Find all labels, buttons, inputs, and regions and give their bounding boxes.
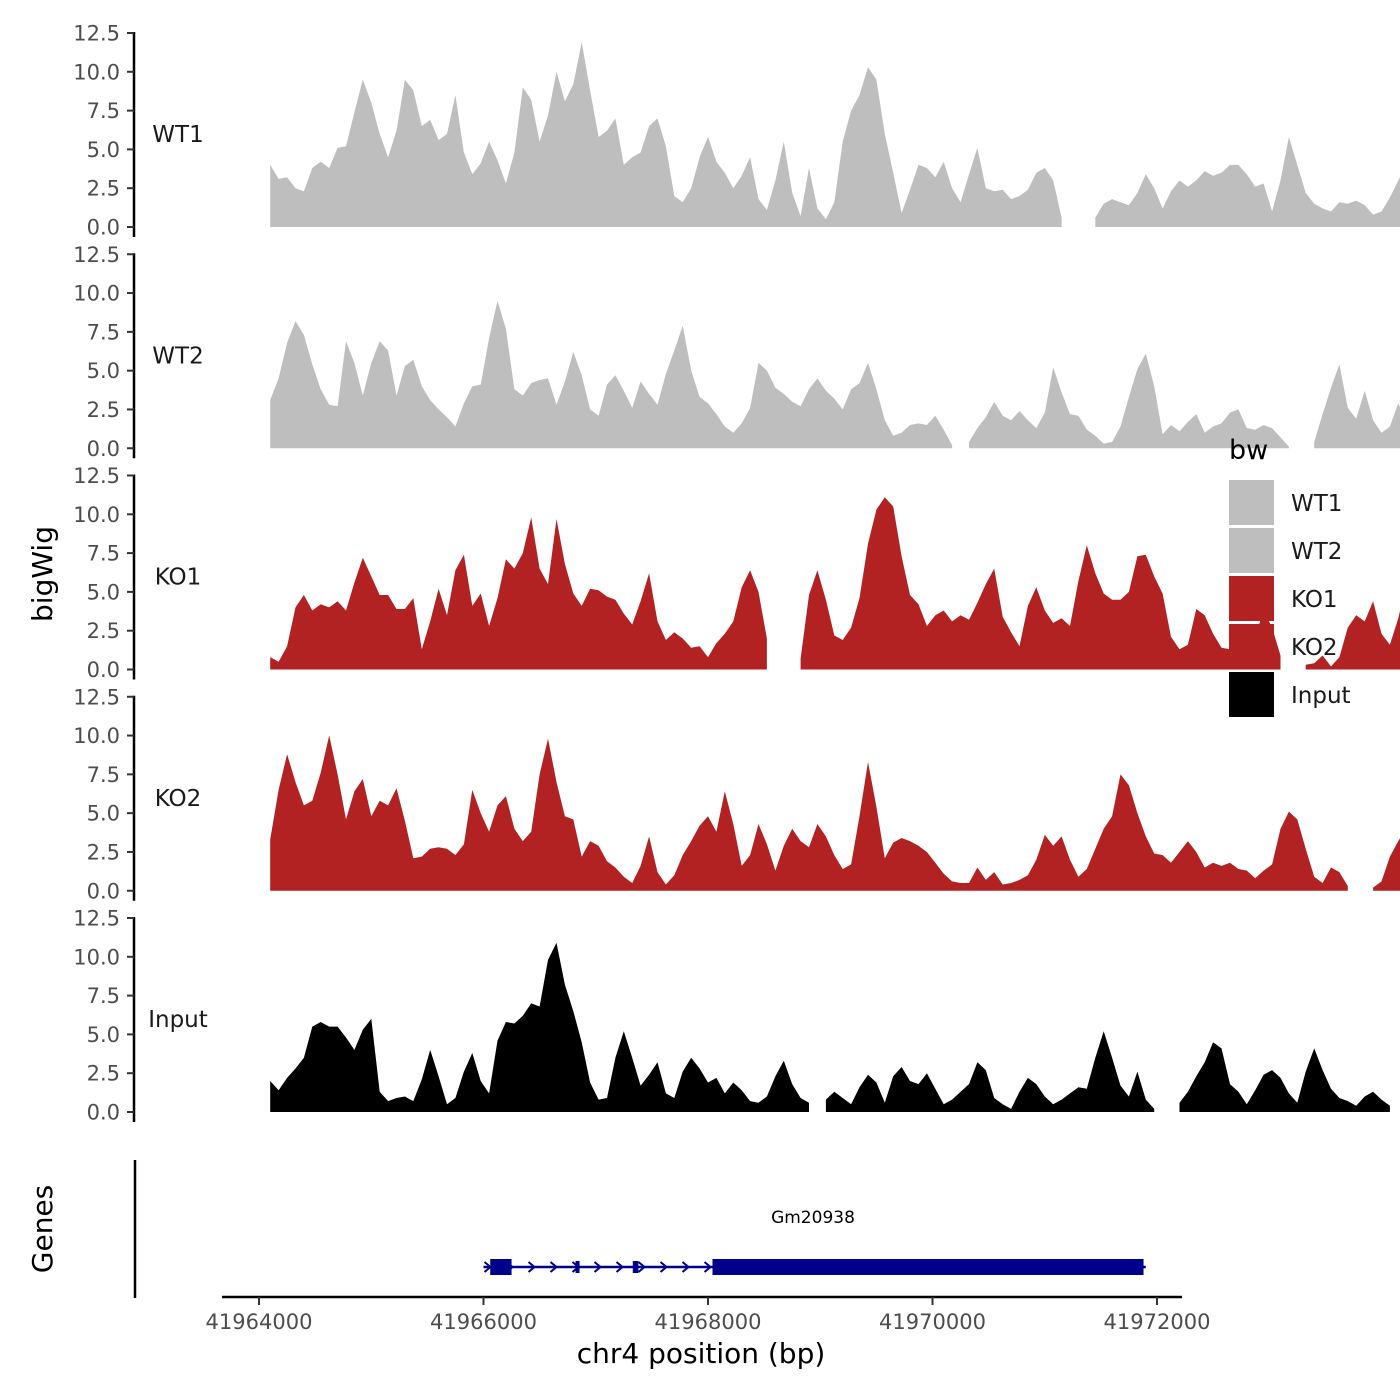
- y-tick-label-ko1: 0.0: [87, 658, 120, 682]
- gene-exon: [490, 1259, 512, 1275]
- legend-items: WT1 WT2 KO1 KO2 Input: [1229, 480, 1351, 717]
- track-area-input: [270, 942, 1390, 1112]
- y-tick-label-wt1: 12.5: [73, 22, 120, 46]
- y-tick-label-wt2: 7.5: [87, 320, 120, 344]
- track-area-ko1: [270, 497, 1400, 670]
- x-tick-label: 41972000: [1104, 1310, 1211, 1334]
- track-label-wt1: WT1: [152, 122, 203, 148]
- track-area-wt1: [270, 42, 1400, 227]
- y-tick-label-ko2: 10.0: [73, 724, 120, 748]
- legend-swatch-ko1: [1229, 576, 1274, 621]
- x-tick-label: 41968000: [655, 1310, 762, 1334]
- track-area-ko2: [270, 735, 1400, 891]
- gene-exon: [632, 1261, 639, 1273]
- legend-label-ko2: KO2: [1291, 635, 1338, 661]
- strand-arrow: [615, 1261, 625, 1273]
- y-tick-label-input: 10.0: [73, 945, 120, 969]
- y-tick-label-ko1: 5.0: [87, 580, 120, 604]
- track-label-ko2: KO2: [155, 786, 202, 812]
- legend-swatch-input: [1229, 672, 1274, 717]
- track-label-ko1: KO1: [155, 565, 202, 591]
- x-tick-label: 41966000: [430, 1310, 537, 1334]
- y-tick-label-input: 5.0: [87, 1023, 120, 1047]
- strand-arrow: [527, 1261, 537, 1273]
- y-tick-label-ko2: 7.5: [87, 763, 120, 787]
- y-tick-label-ko1: 2.5: [87, 619, 120, 643]
- y-tick-label-ko2: 5.0: [87, 802, 120, 826]
- legend-swatch-wt2: [1229, 528, 1274, 573]
- y-tick-label-input: 12.5: [73, 907, 120, 931]
- strand-arrow: [703, 1261, 713, 1273]
- y-tick-label-wt1: 0.0: [87, 216, 120, 240]
- strand-arrow: [549, 1261, 559, 1273]
- legend-title: bw: [1229, 435, 1268, 466]
- track-label-wt2: WT2: [152, 343, 203, 369]
- y-tick-label-input: 2.5: [87, 1062, 120, 1086]
- y-tick-label-wt1: 2.5: [87, 177, 120, 201]
- x-axis-title: chr4 position (bp): [577, 1337, 826, 1370]
- y-tick-label-wt2: 12.5: [73, 243, 120, 267]
- strand-arrow: [593, 1261, 603, 1273]
- x-tick-label: 41970000: [879, 1310, 986, 1334]
- y-tick-label-ko1: 12.5: [73, 464, 120, 488]
- y-tick-label-ko2: 2.5: [87, 840, 120, 864]
- y-tick-label-wt2: 0.0: [87, 437, 120, 461]
- gene-panel: Genes Gm20938: [26, 1160, 1146, 1298]
- strand-arrow: [681, 1261, 691, 1273]
- y-tick-label-wt1: 5.0: [87, 138, 120, 162]
- legend-label-input: Input: [1291, 683, 1351, 709]
- x-tick-label: 41964000: [206, 1310, 313, 1334]
- legend-label-wt2: WT2: [1291, 539, 1342, 565]
- gene-exon: [712, 1259, 1144, 1275]
- gene-label: Gm20938: [771, 1208, 855, 1228]
- y-tick-label-input: 7.5: [87, 984, 120, 1008]
- legend-label-ko1: KO1: [1291, 587, 1338, 613]
- track-area-wt2: [270, 300, 1400, 449]
- y-tick-label-ko2: 12.5: [73, 685, 120, 709]
- y-tick-label-wt2: 2.5: [87, 398, 120, 422]
- legend-swatch-ko2: [1229, 624, 1274, 669]
- y-tick-label-ko1: 10.0: [73, 503, 120, 527]
- gene-panel-title: Genes: [26, 1185, 59, 1273]
- legend-swatch-wt1: [1229, 480, 1274, 525]
- y-axis-title: bigWig: [26, 526, 59, 622]
- legend: bw WT1 WT2 KO1 KO2 Input: [1229, 435, 1351, 717]
- y-tick-label-wt2: 5.0: [87, 359, 120, 383]
- y-tick-label-wt2: 10.0: [73, 282, 120, 306]
- gene-exon: [575, 1261, 580, 1273]
- y-tick-label-ko1: 7.5: [87, 542, 120, 566]
- legend-label-wt1: WT1: [1291, 491, 1342, 517]
- y-tick-label-wt1: 7.5: [87, 99, 120, 123]
- gene-model: [483, 1259, 1146, 1275]
- tracks-layer: WT1 WT2 KO1 KO2 Input: [148, 42, 1400, 1112]
- x-axis: 41964000 41966000 41968000 41970000 41972000: [206, 1295, 1211, 1334]
- track-label-input: Input: [148, 1007, 208, 1033]
- strand-arrow: [659, 1261, 669, 1273]
- y-axes-layer: 0.0 2.5 5.0 7.5 10.0 12.5 0.0 2.5 5.0 7.5 10.0 12.5…: [73, 22, 136, 1125]
- y-tick-label-wt1: 10.0: [73, 60, 120, 84]
- y-tick-label-ko2: 0.0: [87, 879, 120, 903]
- y-tick-label-input: 0.0: [87, 1101, 120, 1125]
- strand-arrow: [637, 1261, 647, 1273]
